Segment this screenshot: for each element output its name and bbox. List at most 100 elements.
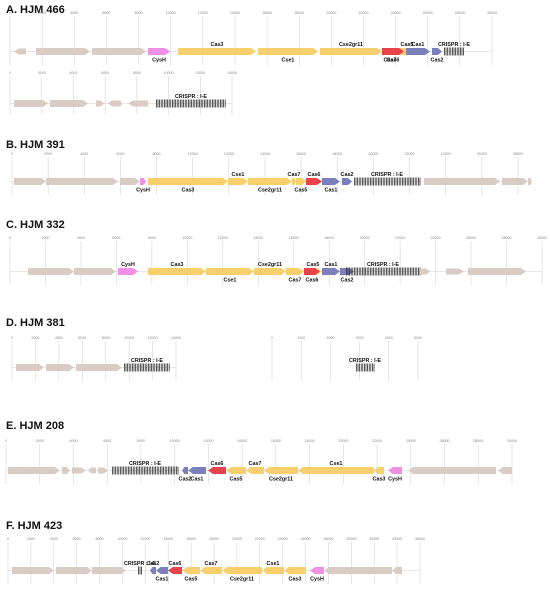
gene-arrow bbox=[28, 268, 74, 275]
axis-tick-label: 16000 bbox=[262, 11, 272, 15]
gene-arrow bbox=[150, 567, 156, 574]
gene-label: CysH bbox=[310, 577, 324, 583]
axis-tick-label: 2000 bbox=[36, 439, 44, 443]
crispr-array bbox=[444, 47, 464, 56]
axis-tick-label: 36000 bbox=[415, 537, 425, 541]
gene-arrow bbox=[304, 268, 320, 275]
gene-arrow bbox=[8, 467, 60, 474]
axis-tick-label: 20000 bbox=[338, 439, 348, 443]
gene-label: CRISPR : I-E bbox=[371, 172, 403, 178]
axis-tick-label: 16000 bbox=[186, 537, 196, 541]
axis-tick-label: 6000 bbox=[103, 439, 111, 443]
gene-arrow bbox=[46, 178, 118, 185]
axis-tick-label: 10000 bbox=[182, 236, 192, 240]
axis-tick-label: 28000 bbox=[323, 537, 333, 541]
gene-arrow bbox=[324, 567, 392, 574]
gene-label: Cas5 bbox=[401, 42, 414, 48]
gene-label: Cas6 bbox=[211, 461, 224, 467]
gene-arrow bbox=[56, 567, 92, 574]
gene-label: Cse1 bbox=[267, 561, 280, 567]
axis-tick-label: 18000 bbox=[332, 152, 342, 156]
gene-arrow bbox=[168, 567, 182, 574]
gene-arrow bbox=[148, 268, 206, 275]
axis-tick-label: 12000 bbox=[198, 11, 208, 15]
axis-tick-label: 8000 bbox=[96, 537, 104, 541]
gene-arrow bbox=[226, 467, 246, 474]
axis-tick-label: 6000 bbox=[73, 537, 81, 541]
axis-tick-label: 0 bbox=[271, 336, 273, 340]
gene-arrow bbox=[46, 364, 74, 371]
axis-tick-label: 24000 bbox=[441, 152, 451, 156]
axis-tick-label: 0 bbox=[7, 537, 9, 541]
axis-tick-label: 22000 bbox=[395, 236, 405, 240]
axis-tick-label: 6000 bbox=[78, 336, 86, 340]
panel-title: C. HJM 332 bbox=[6, 219, 65, 231]
panel-e: E. HJM 208 0 2000 4000 6000 8000 10000 12000 14… bbox=[0, 414, 550, 494]
axis-tick-label: 2000 bbox=[44, 152, 52, 156]
gene-arrow bbox=[246, 467, 264, 474]
axis-tick-label: 24000 bbox=[431, 236, 441, 240]
crispr-array bbox=[356, 363, 375, 372]
gene-label: Cas7 bbox=[249, 461, 262, 467]
axis-tick-label: 14000 bbox=[230, 11, 240, 15]
gene-arrow bbox=[200, 567, 222, 574]
gene-arrow bbox=[178, 48, 256, 55]
axis-tick-label: 0 bbox=[11, 152, 13, 156]
gene-arrow bbox=[76, 364, 122, 371]
axis-tick-label: 24000 bbox=[278, 537, 288, 541]
gene-arrow bbox=[148, 178, 228, 185]
axis-tick-label: 4000 bbox=[385, 336, 393, 340]
axis-tick-label: 30000 bbox=[507, 439, 517, 443]
gene-arrow bbox=[120, 178, 140, 185]
axis-tick-label: 8000 bbox=[148, 236, 156, 240]
gene-arrow bbox=[258, 48, 318, 55]
axis-tick-label: 12000 bbox=[218, 236, 228, 240]
gene-label: Cas2 bbox=[147, 561, 160, 567]
gene-label: Cas2 bbox=[179, 477, 192, 483]
gene-arrow bbox=[74, 268, 116, 275]
axis-tick-label: 22000 bbox=[358, 11, 368, 15]
axis-tick-label: 1000 bbox=[297, 336, 305, 340]
gene-arrow bbox=[62, 467, 70, 474]
gene-label: Cse2gr11 bbox=[258, 262, 282, 268]
gene-label: Cas2 bbox=[341, 278, 354, 284]
axis-tick-label: 14000 bbox=[237, 439, 247, 443]
gene-label: Cas6 bbox=[387, 58, 400, 64]
gene-label: Cas1 bbox=[325, 262, 338, 268]
gene-arrow bbox=[374, 467, 384, 474]
axis-tick-label: 0 bbox=[9, 71, 11, 75]
gene-arrow bbox=[528, 178, 532, 185]
axis-tick-label: 4000 bbox=[55, 336, 63, 340]
axis-tick-label: 26000 bbox=[423, 11, 433, 15]
gene-label: Cse2gr11 bbox=[269, 477, 293, 483]
gene-label: Cse1 bbox=[224, 278, 237, 284]
axis-tick-label: 24000 bbox=[406, 439, 416, 443]
axis-tick-label: 14000 bbox=[163, 537, 173, 541]
axis-tick-label: 6000 bbox=[116, 152, 124, 156]
gene-label: CRISPR : I-E bbox=[129, 461, 161, 467]
axis-tick-label: 6000 bbox=[112, 236, 120, 240]
gene-arrow bbox=[222, 567, 262, 574]
gene-arrow bbox=[296, 178, 306, 185]
axis-tick-label: 22000 bbox=[372, 439, 382, 443]
gene-arrow bbox=[188, 467, 206, 474]
gene-label: CRISPR : I-E bbox=[349, 358, 381, 364]
gene-arrow bbox=[14, 48, 26, 55]
gene-label: Cas1 bbox=[412, 42, 425, 48]
gene-label: Cse2gr11 bbox=[339, 42, 363, 48]
gene-arrow bbox=[96, 100, 104, 107]
gene-arrow bbox=[264, 467, 298, 474]
axis-tick-label: 8000 bbox=[102, 336, 110, 340]
axis-tick-label: 28000 bbox=[473, 439, 483, 443]
gene-arrow bbox=[108, 100, 118, 107]
axis-tick-label: 4000 bbox=[69, 71, 77, 75]
gene-label: CRISPR : I-E bbox=[124, 561, 156, 567]
gene-arrow bbox=[292, 178, 296, 185]
axis-tick-label: 8000 bbox=[137, 439, 145, 443]
gene-arrow bbox=[392, 567, 402, 574]
axis-tick-label: 8000 bbox=[133, 71, 141, 75]
axis-tick-label: 18000 bbox=[324, 236, 334, 240]
axis-tick-label: 2000 bbox=[326, 336, 334, 340]
axis-tick-label: 26000 bbox=[440, 439, 450, 443]
gene-arrow bbox=[182, 567, 200, 574]
